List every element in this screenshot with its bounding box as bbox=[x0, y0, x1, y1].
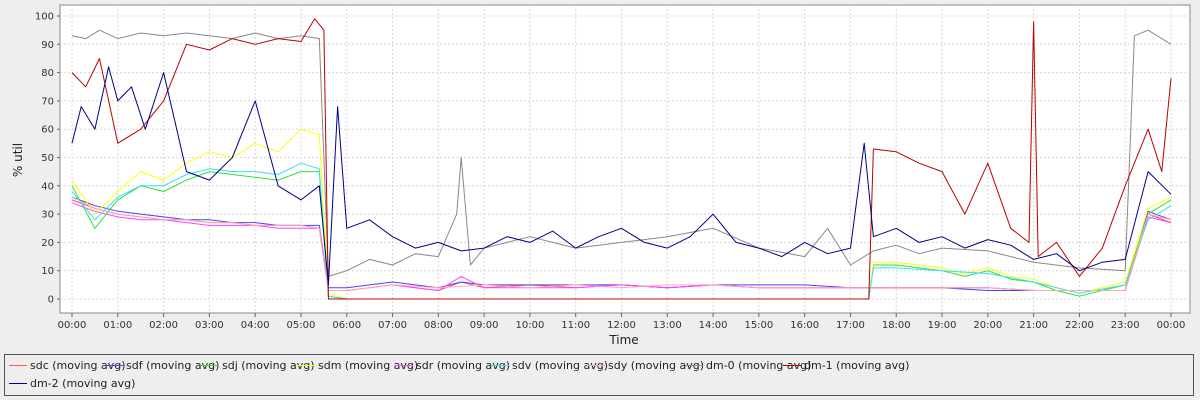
plot-background bbox=[59, 4, 1191, 314]
x-axis-label: Time bbox=[608, 333, 638, 347]
x-tick-label: 00:00 bbox=[1157, 320, 1186, 331]
x-tick-label: 21:00 bbox=[1019, 320, 1048, 331]
x-tick-label: 12:00 bbox=[607, 320, 636, 331]
legend-item: dm-2 (moving avg) bbox=[9, 375, 135, 393]
legend-label: dm-1 (moving avg) bbox=[804, 359, 910, 372]
legend-swatch bbox=[105, 364, 123, 366]
legend-swatch bbox=[9, 364, 27, 366]
y-tick-label: 40 bbox=[41, 181, 54, 192]
legend-item: sdj (moving avg) bbox=[201, 357, 315, 375]
x-tick-label: 20:00 bbox=[973, 320, 1002, 331]
x-tick-label: 18:00 bbox=[882, 320, 911, 331]
grid bbox=[60, 5, 1190, 313]
legend: sdc (moving avg) sdf (moving avg) sdj (mov… bbox=[4, 354, 1194, 396]
legend-label: sdv (moving avg) bbox=[512, 359, 608, 372]
legend-item: sdr (moving avg) bbox=[395, 357, 510, 375]
y-tick-label: 60 bbox=[41, 125, 54, 136]
legend-label: dm-2 (moving avg) bbox=[30, 377, 136, 390]
series-line-dm-1 bbox=[71, 18, 1172, 300]
legend-label: sdy (moving avg) bbox=[608, 359, 704, 372]
legend-label: sdr (moving avg) bbox=[416, 359, 511, 372]
x-tick-label: 06:00 bbox=[332, 320, 361, 331]
x-tick-label: 14:00 bbox=[699, 320, 728, 331]
x-tick-label: 15:00 bbox=[744, 320, 773, 331]
x-tick-label: 11:00 bbox=[561, 320, 590, 331]
x-tick-label: 22:00 bbox=[1065, 320, 1094, 331]
x-tick-label: 10:00 bbox=[516, 320, 545, 331]
legend-item: dm-0 (moving avg) bbox=[685, 357, 811, 375]
y-tick-label: 10 bbox=[41, 266, 54, 277]
x-tick-label: 17:00 bbox=[836, 320, 865, 331]
series-group bbox=[71, 18, 1172, 300]
x-tick-label: 07:00 bbox=[378, 320, 407, 331]
y-tick-label: 0 bbox=[48, 295, 54, 306]
legend-swatch bbox=[297, 364, 315, 366]
series-line-dm-0 bbox=[71, 29, 1172, 277]
y-tick-label: 70 bbox=[41, 96, 54, 107]
x-tick-label: 23:00 bbox=[1111, 320, 1140, 331]
legend-swatch bbox=[201, 364, 219, 366]
y-axis-label: % util bbox=[11, 143, 25, 177]
x-tick-label: 08:00 bbox=[424, 320, 453, 331]
legend-label: sdc (moving avg) bbox=[30, 359, 126, 372]
x-tick-label: 04:00 bbox=[241, 320, 270, 331]
y-tick-label: 30 bbox=[41, 210, 54, 221]
line-chart: 0 10 20 30 40 50 60 70 80 90 100 00:00 01:00 02:00 03… bbox=[11, 4, 1191, 347]
legend-swatch bbox=[395, 364, 413, 366]
x-tick-label: 16:00 bbox=[790, 320, 819, 331]
series-line-dm-2 bbox=[71, 66, 1172, 286]
legend-swatch bbox=[491, 364, 509, 366]
x-tick-label: 09:00 bbox=[470, 320, 499, 331]
y-tick-label: 80 bbox=[41, 68, 54, 79]
y-tick-label: 100 bbox=[35, 12, 54, 23]
legend-swatch bbox=[9, 382, 27, 384]
legend-item: sdf (moving avg) bbox=[105, 357, 219, 375]
x-tick-label: 01:00 bbox=[103, 320, 132, 331]
x-tick-label: 05:00 bbox=[287, 320, 316, 331]
legend-label: sdm (moving avg) bbox=[318, 359, 419, 372]
legend-item: sdm (moving avg) bbox=[297, 357, 418, 375]
legend-label: sdj (moving avg) bbox=[222, 359, 315, 372]
x-axis: 00:00 01:00 02:00 03:00 04:00 05:00 06:00 07:00… bbox=[58, 313, 1186, 331]
legend-item: sdc (moving avg) bbox=[9, 357, 126, 375]
x-tick-label: 03:00 bbox=[195, 320, 224, 331]
legend-item: dm-1 (moving avg) bbox=[783, 357, 909, 375]
legend-swatch bbox=[685, 364, 703, 366]
x-tick-label: 19:00 bbox=[928, 320, 957, 331]
x-tick-label: 13:00 bbox=[653, 320, 682, 331]
legend-item: sdy (moving avg) bbox=[587, 357, 704, 375]
legend-swatch bbox=[587, 364, 605, 366]
series-line-sdy bbox=[71, 196, 1172, 291]
x-tick-label: 00:00 bbox=[58, 320, 87, 331]
y-axis: 0 10 20 30 40 50 60 70 80 90 100 bbox=[35, 12, 60, 306]
y-tick-label: 90 bbox=[41, 40, 54, 51]
y-tick-label: 50 bbox=[41, 153, 54, 164]
legend-swatch bbox=[783, 364, 801, 366]
legend-label: sdf (moving avg) bbox=[126, 359, 220, 372]
y-tick-label: 20 bbox=[41, 238, 54, 249]
legend-label: dm-0 (moving avg) bbox=[706, 359, 812, 372]
x-tick-label: 02:00 bbox=[149, 320, 178, 331]
legend-item: sdv (moving avg) bbox=[491, 357, 608, 375]
